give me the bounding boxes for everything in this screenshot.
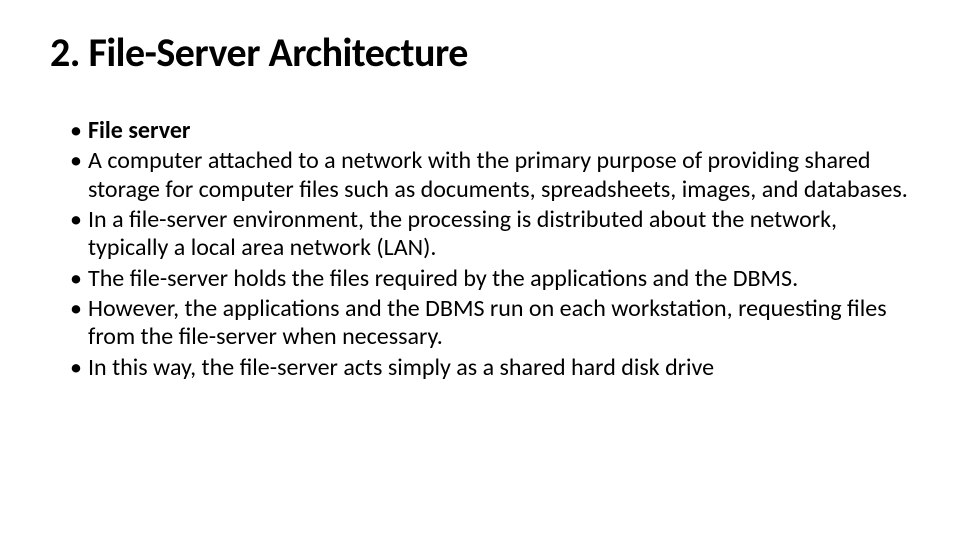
bullet-item: In this way, the file-server acts simply…: [70, 354, 910, 382]
bullet-item: However, the applications and the DBMS r…: [70, 295, 910, 352]
bullet-text: The file-server holds the files required…: [88, 264, 798, 293]
bullet-text: However, the applications and the DBMS r…: [88, 294, 887, 351]
bullet-list: File server A computer attached to a net…: [50, 117, 910, 382]
bullet-item: A computer attached to a network with th…: [70, 147, 910, 204]
bullet-text: In a file-server environment, the proces…: [88, 205, 837, 262]
bullet-item: File server: [70, 117, 910, 145]
slide-title: 2. File-Server Architecture: [50, 28, 910, 77]
bullet-text: File server: [88, 116, 190, 145]
bullet-text: A computer attached to a network with th…: [88, 146, 908, 203]
bullet-item: In a file-server environment, the proces…: [70, 206, 910, 263]
bullet-text: In this way, the file-server acts simply…: [88, 353, 714, 382]
bullet-item: The file-server holds the files required…: [70, 265, 910, 293]
